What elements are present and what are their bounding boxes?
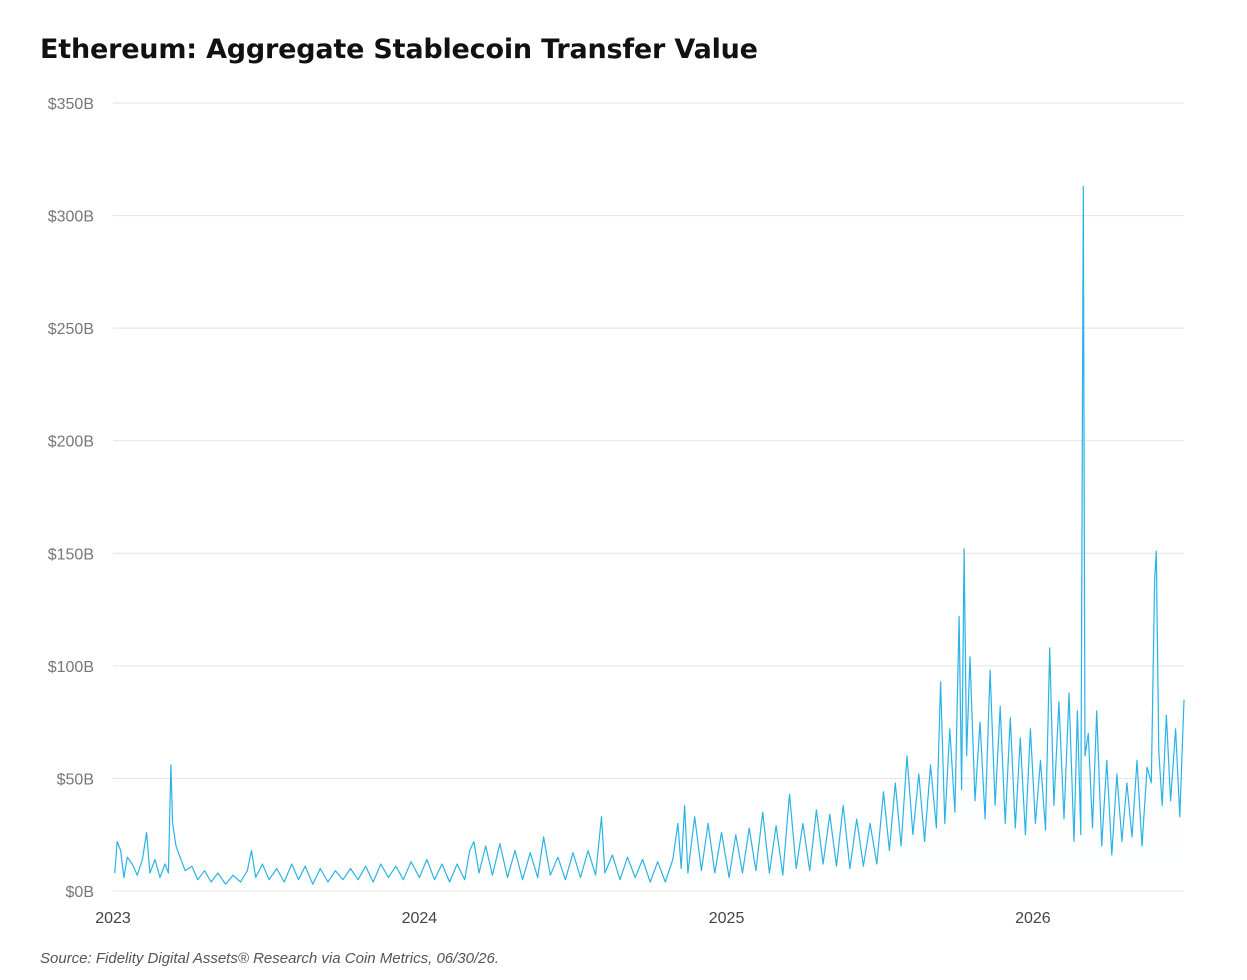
series-area xyxy=(114,186,1185,892)
source-note: Source: Fidelity Digital Assets® Researc… xyxy=(40,950,500,967)
grid-layer xyxy=(113,102,1184,892)
y-tick-label: $0B xyxy=(66,884,94,901)
y-tick-label: $100B xyxy=(48,659,94,676)
y-tick-label: $50B xyxy=(57,771,94,788)
y-tick-label: $250B xyxy=(48,321,94,338)
chart-title: Ethereum: Aggregate Stablecoin Transfer … xyxy=(40,34,758,65)
y-tick-label: $200B xyxy=(48,434,94,451)
y-tick-label: $350B xyxy=(48,96,94,113)
y-axis: $0B $50B $100B $150B $200B $250B $300B $350B xyxy=(48,96,94,901)
x-tick-label: 2026 xyxy=(1015,910,1051,927)
x-tick-label: 2024 xyxy=(402,910,438,927)
x-axis: 2023 2024 2025 2026 xyxy=(95,910,1051,927)
line-layer xyxy=(114,185,1185,885)
area-layer xyxy=(114,186,1185,892)
x-tick-label: 2025 xyxy=(709,910,745,927)
series-line xyxy=(114,185,1185,885)
x-tick-label: 2023 xyxy=(95,910,131,927)
y-tick-label: $300B xyxy=(48,209,94,226)
y-tick-label: $150B xyxy=(48,546,94,563)
